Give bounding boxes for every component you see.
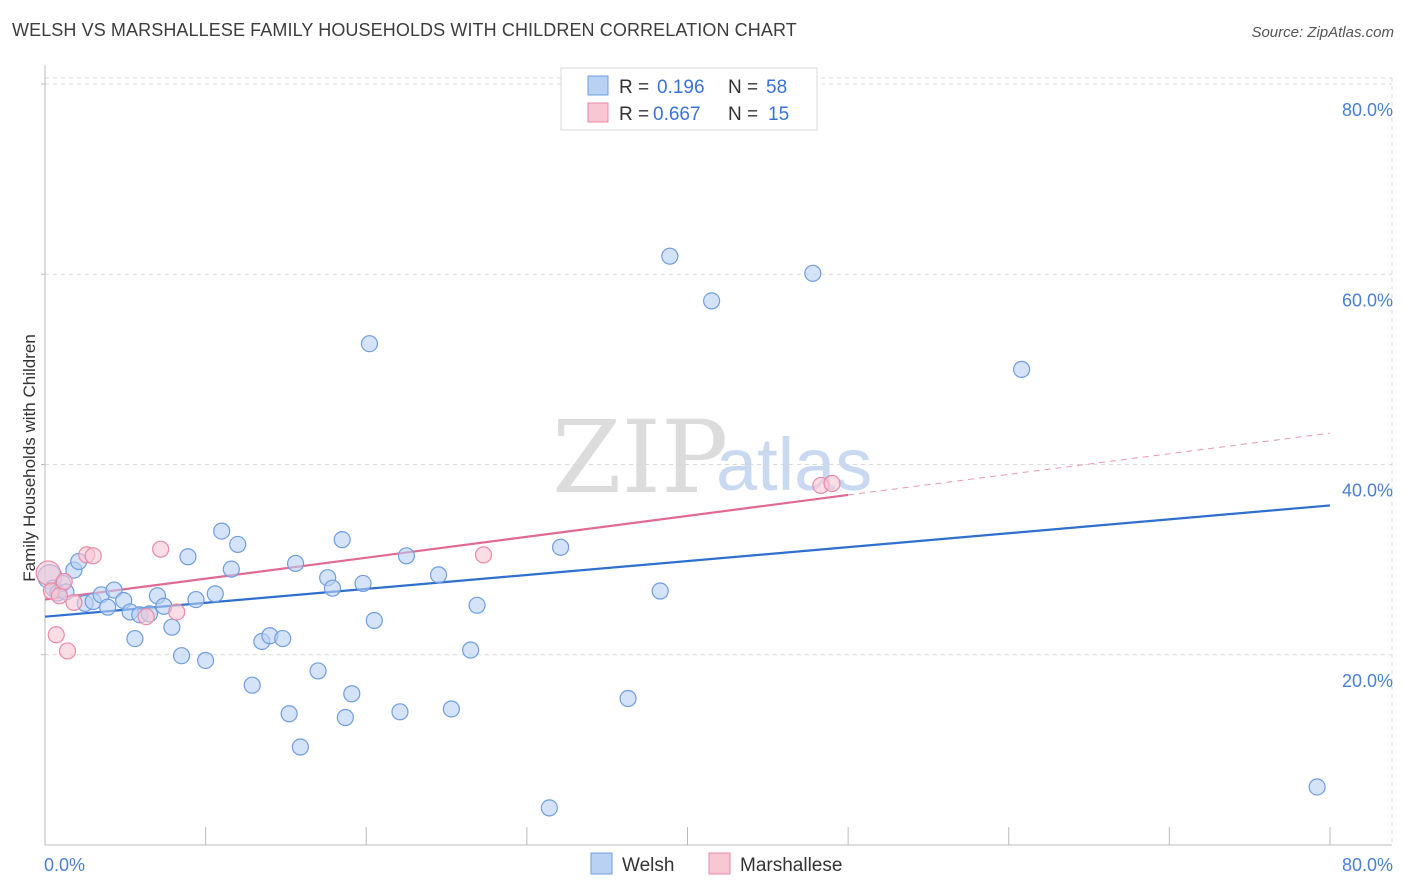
welsh-point [197,651,215,670]
y-tick-label: 60.0% [1342,290,1393,310]
welsh-point [343,685,361,703]
y-tick-label: 20.0% [1342,671,1393,691]
bottom-legend: Welsh Marshallese [590,852,842,876]
welsh-point [163,618,181,636]
welsh-point [126,629,144,648]
welsh-point [222,560,240,578]
welsh-point [429,566,448,584]
marshallese-point [152,540,170,558]
marshallese-point [474,546,493,564]
welsh-point [280,705,298,723]
welsh-point [442,700,460,718]
legend-n-value-2: 15 [768,104,789,125]
welsh-point [213,522,231,540]
trend-lines [44,432,1331,618]
bottom-legend-welsh: Welsh [622,855,674,876]
marshallese-point [168,603,186,621]
legend-n-label-1: N = [728,77,758,98]
welsh-point [291,738,309,756]
welsh-point [243,676,261,694]
welsh-point [702,292,721,310]
bottom-legend-swatch-welsh [590,852,613,875]
marshallese-point [55,572,73,591]
welsh-point [468,596,486,614]
legend: R = 0.196 N = 58 R = 0.667 N = 15 [560,67,818,131]
bottom-legend-swatch-marshallese [708,852,731,875]
welsh-point [391,703,409,721]
marshallese-point [50,587,69,605]
bottom-legend-marshallese: Marshallese [740,855,842,876]
scatter-points [35,247,1326,817]
y-tick-labels: 20.0% 40.0% 60.0% 80.0% [1342,100,1393,691]
welsh-point [206,585,224,603]
legend-r-value-2: 0.667 [653,104,701,125]
marshallese-point [47,626,65,644]
marshallese-trend-line [44,493,849,601]
source-label: Source: ZipAtlas.com [1251,24,1394,41]
axes [41,65,1392,846]
welsh-point [462,641,480,659]
welsh-point [323,579,342,597]
legend-r-label-1: R = [619,77,649,98]
welsh-point [619,689,637,708]
watermark-zip: ZIP [552,399,728,516]
welsh-point [333,531,351,549]
x-tick-label: 0.0% [44,855,85,875]
legend-swatch-marshallese [587,102,609,123]
y-axis-label: Family Households with Children [20,334,39,582]
marshallese-point [84,547,102,565]
y-tick-label: 40.0% [1342,481,1393,501]
welsh-trend-line [44,504,1331,618]
welsh-point [179,548,197,566]
welsh-point [229,535,247,554]
marshallese-point [65,593,83,612]
welsh-point [661,247,679,265]
welsh-point [651,582,669,600]
welsh-point [187,590,205,609]
welsh-point [397,547,416,565]
marshallese-point [137,608,155,626]
chart-title: WELSH VS MARSHALLESE FAMILY HOUSEHOLDS W… [12,20,797,40]
marshallese-point [823,474,841,493]
welsh-point [360,335,379,353]
welsh-point [309,662,327,680]
x-tick-label: 80.0% [1342,855,1393,875]
welsh-point [336,708,354,727]
welsh-point [365,611,383,630]
welsh-point [354,574,372,593]
legend-n-label-2: N = [728,104,758,125]
legend-r-label-2: R = [619,104,649,125]
welsh-point [286,554,305,573]
welsh-point [552,538,570,556]
marshallese-point [58,642,77,660]
welsh-point [540,799,558,817]
welsh-point [172,647,191,665]
y-tick-label: 80.0% [1342,100,1393,120]
legend-n-value-1: 58 [766,77,787,98]
marshallese-trend-extension [848,432,1331,496]
welsh-point [1308,778,1326,796]
welsh-point [274,629,292,648]
legend-swatch-welsh [587,75,609,96]
welsh-point [1012,360,1031,378]
x-tick-labels: 0.0% 80.0% [44,855,1393,875]
legend-r-value-1: 0.196 [657,77,705,98]
welsh-point [99,598,117,616]
welsh-point [804,264,822,282]
